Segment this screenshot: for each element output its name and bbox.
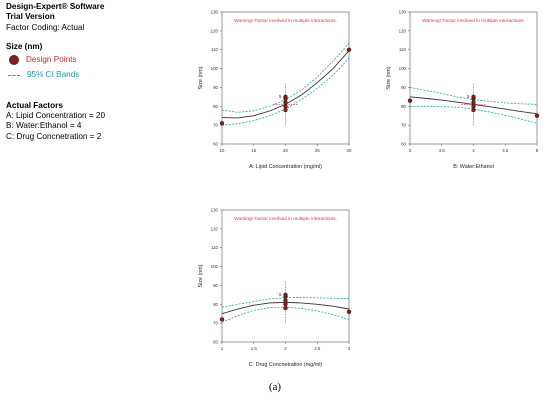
y-tick-label: 120 (211, 226, 219, 231)
design-point-marker-icon (9, 55, 19, 66)
series-ci-lower (410, 105, 538, 124)
factor-c: C: Drug Concnetration = 2 (6, 131, 102, 141)
x-tick-label: 20 (283, 148, 288, 153)
y-tick-label: 90 (213, 283, 218, 288)
y-tick-label: 110 (211, 47, 219, 52)
y-tick-label: 70 (213, 321, 218, 326)
plot-drug-concentration: 60 70 80 90 100 110 120 130 1 1.5 2 2.5 3 Warning! Fa… (198, 208, 352, 368)
y-tick-label: 110 (211, 245, 219, 250)
version-label: Trial Version (6, 12, 55, 22)
warning-text: Warning! Factor involved in multiple int… (234, 18, 337, 24)
design-point (283, 107, 288, 113)
design-point (471, 104, 476, 109)
x-tick-label: 2.5 (314, 346, 321, 351)
info-panel: Design-Expert® Software Trial Version Fa… (6, 2, 176, 142)
x-tick-label: 1 (221, 346, 224, 351)
design-point-count-label: 5 (279, 94, 282, 99)
ci-band-line-icon (8, 74, 20, 76)
factor-a: A: Lipid Concentration = 20 (6, 111, 105, 121)
y-tick-label: 60 (213, 340, 218, 345)
x-tick-label: 30 (347, 148, 352, 153)
design-point (471, 107, 476, 113)
y-axis-label: Size (nm) (198, 264, 204, 287)
design-point-count-label: 5 (467, 94, 470, 99)
design-point (283, 292, 288, 298)
y-tick-label: 60 (401, 142, 406, 147)
warning-text: Warning! Factor involved in multiple int… (422, 18, 525, 24)
y-tick-label: 120 (399, 28, 407, 33)
y-tick-label: 90 (401, 85, 406, 90)
design-point (407, 98, 413, 103)
y-tick-label: 120 (211, 28, 219, 33)
y-axis-label: Size (nm) (198, 66, 204, 89)
x-tick-label: 3 (409, 148, 412, 153)
y-tick-label: 100 (399, 66, 407, 71)
y-tick-label: 80 (213, 104, 218, 109)
plot-water-ethanol: 60 70 80 90 100 110 120 130 3 3.5 4 4.5 5 Warning! Fa… (386, 10, 540, 170)
design-point (471, 94, 476, 100)
y-tick-label: 130 (211, 10, 219, 15)
design-point (283, 298, 288, 303)
design-point (283, 305, 288, 311)
y-tick-label: 110 (399, 47, 407, 52)
legend-ci-bands: 95% CI Bands (6, 68, 176, 83)
design-point (346, 309, 352, 315)
y-tick-label: 130 (399, 10, 407, 15)
factor-coding: Factor Coding: Actual (6, 22, 85, 32)
x-axis-label: B: Water:Ethanol (453, 164, 494, 170)
y-tick-label: 60 (213, 142, 218, 147)
design-point (283, 94, 288, 100)
warning-text: Warning! Factor involved in multiple int… (234, 216, 337, 222)
plot-lipid-concentration: 60 70 80 90 100 110 120 130 10 15 20 25 30 Warning! F… (198, 10, 352, 171)
x-tick-label: 25 (315, 148, 320, 153)
x-tick-label: 1.5 (251, 346, 258, 351)
design-point (283, 104, 288, 109)
x-tick-label: 4.5 (502, 148, 509, 153)
design-point (283, 100, 288, 105)
software-title: Design-Expert® Software (6, 2, 105, 11)
design-point (346, 47, 352, 52)
y-tick-label: 70 (213, 123, 218, 128)
y-tick-label: 100 (211, 66, 219, 71)
y-tick-label: 130 (211, 208, 219, 213)
x-tick-label: 3.5 (439, 148, 446, 153)
x-axis-label: A: Lipid Concentration (mg/ml) (249, 164, 322, 170)
y-tick-label: 80 (213, 302, 218, 307)
x-tick-label: 15 (251, 148, 256, 153)
design-point (219, 317, 225, 322)
response-name: Size (nm) (6, 42, 43, 52)
figure-caption: (a) (268, 381, 282, 393)
x-tick-label: 10 (220, 148, 225, 153)
design-points-label: Design Points (26, 54, 77, 64)
x-tick-label: 5 (536, 148, 539, 153)
design-point (534, 113, 540, 118)
actual-factors-heading: Actual Factors (6, 100, 63, 110)
ci-bands-label: 95% CI Bands (27, 69, 80, 79)
design-point (471, 100, 476, 105)
y-tick-label: 90 (213, 85, 218, 90)
design-point (219, 121, 225, 126)
y-tick-label: 70 (401, 123, 406, 128)
factor-b: B: Water:Ethanol = 4 (6, 121, 82, 131)
design-point-count-label: 5 (279, 292, 282, 297)
y-axis-label: Size (nm) (386, 66, 392, 89)
x-tick-label: 4 (472, 148, 475, 153)
x-tick-label: 3 (348, 346, 351, 351)
x-tick-label: 2 (284, 346, 287, 351)
y-tick-label: 100 (211, 264, 219, 269)
y-tick-label: 80 (401, 104, 406, 109)
legend-design-points: Design Points (6, 53, 176, 68)
design-point (283, 302, 288, 307)
x-axis-label: C: Drug Concnetration (mg/ml) (249, 362, 323, 368)
series-ci-upper (221, 297, 350, 308)
